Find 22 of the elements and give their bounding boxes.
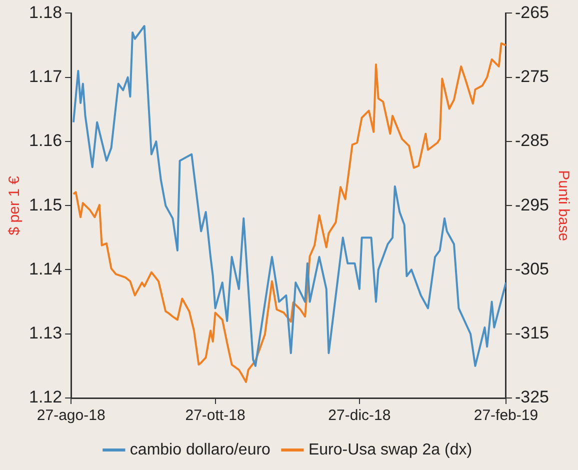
y2-tick-label: -325	[514, 388, 550, 407]
x-tick-label: 27-feb-19	[474, 407, 538, 424]
y-tick-label: 1.17	[28, 67, 62, 86]
y2-axis-title: Punti base	[554, 170, 572, 242]
y2-tick-label: -275	[514, 67, 550, 86]
y2-tick-label: -315	[514, 324, 550, 343]
y-axis-title: $ per 1 €	[6, 175, 24, 236]
x-tick-label: 27-ott-18	[185, 407, 246, 424]
x-tick-label: 27-dic-18	[328, 407, 391, 424]
y-tick-label: 1.14	[28, 259, 62, 278]
y2-tick-label: -305	[514, 259, 550, 278]
x-tick-label: 27-ago-18	[36, 407, 106, 424]
legend-label: cambio dollaro/euro	[130, 441, 271, 458]
y2-tick-label: -295	[514, 195, 550, 214]
y-tick-label: 1.16	[28, 131, 62, 150]
y-tick-label: 1.18	[28, 2, 62, 22]
y2-tick-label: -285	[514, 131, 550, 150]
legend-label: Euro-Usa swap 2a (dx)	[308, 441, 472, 458]
y2-tick-label: -265	[514, 2, 550, 22]
y-tick-label: 1.13	[28, 324, 62, 343]
y-tick-label: 1.15	[28, 195, 62, 214]
y-tick-label: 1.12	[28, 388, 62, 407]
